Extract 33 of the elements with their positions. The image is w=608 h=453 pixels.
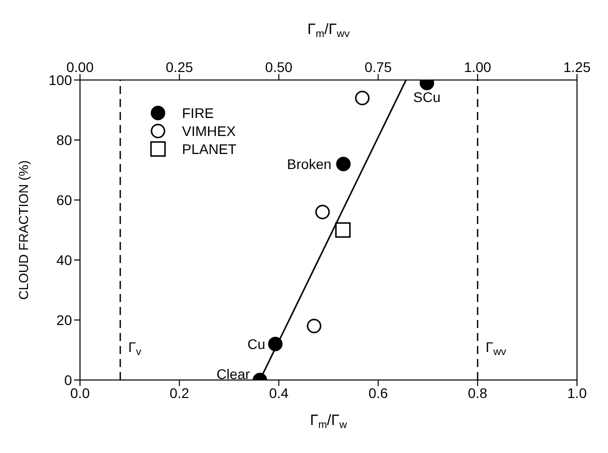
y-tick-label: 20 — [56, 312, 72, 328]
x-tick-label: 0.8 — [468, 384, 488, 401]
point — [315, 204, 330, 220]
point — [335, 222, 351, 238]
annotation: Clear — [216, 366, 250, 382]
legend-label: PLANET — [182, 141, 236, 157]
x2-tick-label: 0.25 — [166, 59, 194, 75]
x2-axis-title: Γ$_{m}$/Γ$_{wv}$ — [307, 21, 350, 40]
y-axis-title: CLOUD FRACTION (%) — [16, 160, 31, 300]
y-tick-label: 0 — [64, 372, 72, 388]
x-tick-label: 0.4 — [269, 384, 289, 401]
point — [355, 90, 370, 106]
annotation: Cu — [247, 336, 266, 352]
x2-tick-label: 0.50 — [265, 59, 293, 75]
y-tick-label: 60 — [56, 192, 72, 208]
x2-tick-label: 1.00 — [464, 59, 492, 75]
legend-label: FIRE — [182, 105, 214, 121]
x-tick-label: 0.0 — [70, 384, 90, 401]
x2-tick-label: 0.75 — [364, 59, 392, 75]
annotation: SCu — [413, 89, 441, 105]
x-tick-label: 1.0 — [567, 384, 587, 401]
x-axis-title: Γ$_{m}$/Γ$_{w}$ — [310, 412, 348, 431]
y-tick-label: 80 — [56, 132, 72, 148]
point — [336, 156, 351, 172]
ref-line-label: Γ$_{v}$ — [128, 339, 142, 358]
ref-line-label: Γ$_{wv}$ — [486, 339, 507, 358]
y-tick-label: 40 — [56, 252, 72, 268]
x-tick-label: 0.2 — [170, 384, 190, 401]
x-tick-label: 0.6 — [368, 384, 388, 401]
annotation: Broken — [287, 156, 332, 172]
legend-label: VIMHEX — [182, 123, 236, 139]
x2-tick-label: 1.25 — [563, 59, 591, 75]
point — [306, 318, 322, 334]
